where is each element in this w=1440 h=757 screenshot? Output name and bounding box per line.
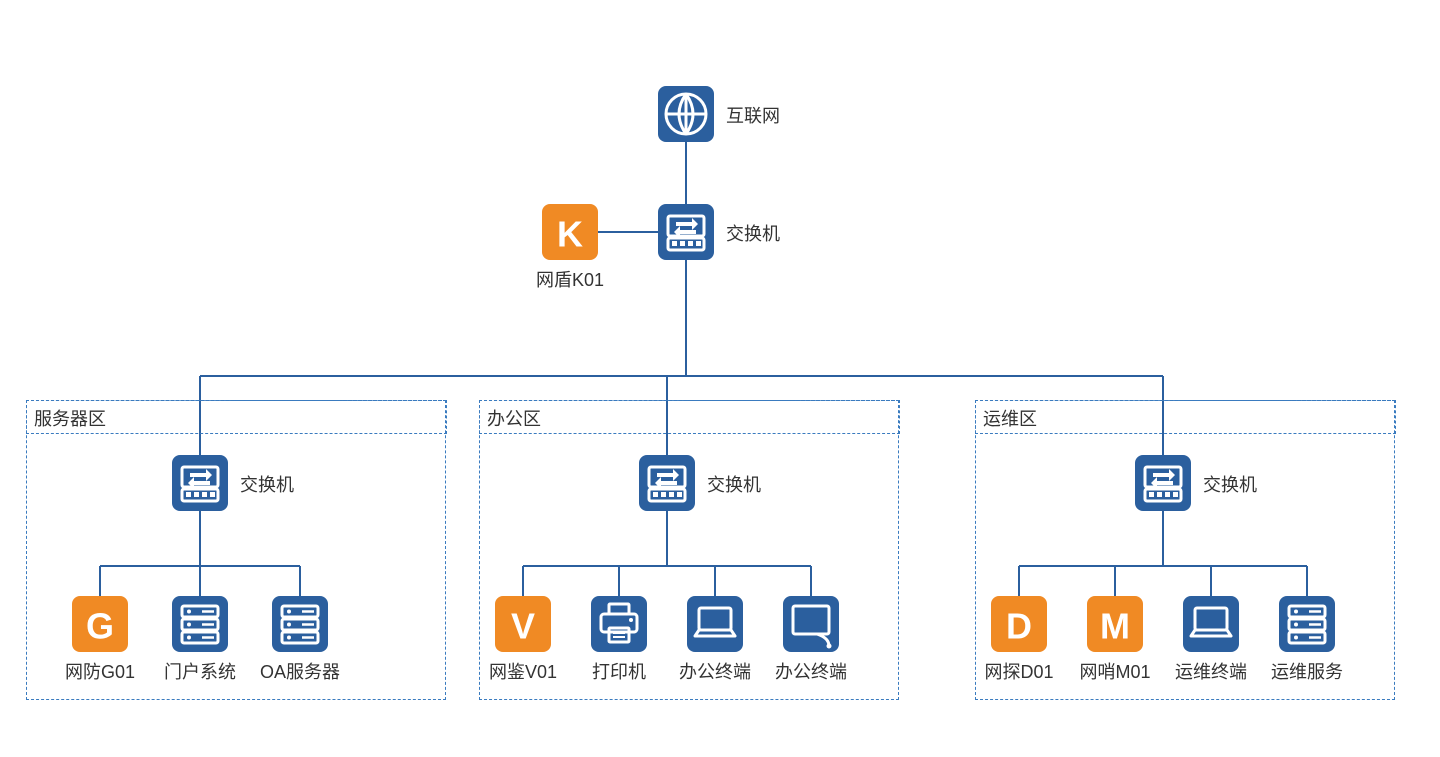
node-label: 办公终端: [667, 658, 763, 684]
node-label: 互联网: [726, 102, 780, 128]
zone-ops: [975, 400, 1395, 700]
node-label: 门户系统: [152, 658, 248, 684]
node-k01: K: [542, 204, 598, 260]
zone-header: [975, 400, 1396, 434]
node-label: 网探D01: [971, 658, 1067, 684]
node-label: OA服务器: [252, 658, 348, 684]
node-label: 交换机: [1203, 471, 1257, 497]
node-label: 运维服务: [1259, 658, 1355, 684]
node-label: 网哨M01: [1067, 658, 1163, 684]
node-label: 网防G01: [52, 658, 148, 684]
node-label: 网盾K01: [522, 266, 618, 292]
node-label: 打印机: [571, 658, 667, 684]
letter-icon: K: [557, 214, 583, 255]
svg-text:K: K: [557, 214, 583, 255]
zone-header: [479, 400, 900, 434]
zone-title: 运维区: [983, 405, 1037, 431]
node-label: 办公终端: [763, 658, 859, 684]
globe-icon: [666, 94, 706, 134]
node-label: 交换机: [726, 220, 780, 246]
node-label: 交换机: [240, 471, 294, 497]
node-label: 网鉴V01: [475, 658, 571, 684]
node-label: 运维终端: [1163, 658, 1259, 684]
node-label: 交换机: [707, 471, 761, 497]
node-internet: [658, 86, 714, 142]
zone-off: [479, 400, 899, 700]
node-switch_top: [658, 204, 714, 260]
zone-title: 办公区: [487, 405, 541, 431]
zone-title: 服务器区: [34, 405, 106, 431]
zone-srv: [26, 400, 446, 700]
